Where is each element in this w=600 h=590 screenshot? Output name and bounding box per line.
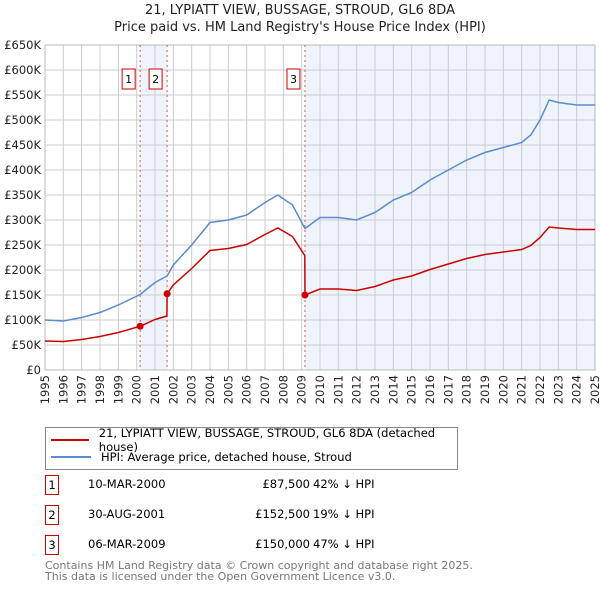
x-tick-label: 2023 [551, 375, 565, 404]
x-tick-label: 2012 [350, 375, 364, 404]
legend-red-swatch [51, 439, 89, 441]
legend-hpi: HPI: Average price, detached house, Stro… [101, 450, 352, 464]
sale-marker: 3 [45, 535, 59, 555]
x-tick-label: 1998 [93, 375, 107, 404]
y-tick-label: £150K [4, 288, 41, 302]
y-tick-label: £550K [4, 88, 41, 102]
x-tick-label: 2018 [460, 375, 474, 404]
price-chart: 1995 1996 1997 1998 1999 2000 2001 2002 2003 2004… [4, 38, 600, 404]
x-tick-label: 2024 [570, 375, 584, 404]
sale-row: 2 30-AUG-2001 £152,500 19% ↓ HPI [45, 505, 445, 525]
sale-marker: 2 [45, 505, 59, 525]
sale-point [163, 290, 171, 298]
x-tick-label: 2022 [533, 375, 547, 404]
sale-label-box [286, 68, 301, 90]
x-tick-label: 2008 [276, 375, 290, 404]
sale-row: 3 06-MAR-2009 £150,000 47% ↓ HPI [45, 535, 445, 555]
x-tick-label: 2000 [130, 375, 144, 404]
sale-label-box [148, 68, 163, 90]
x-tick-label: 2019 [478, 375, 492, 404]
legend-property: 21, LYPIATT VIEW, BUSSAGE, STROUD, GL6 8… [98, 426, 436, 454]
y-tick-label: £50K [12, 338, 42, 352]
footer-line1: Contains HM Land Registry data © Crown c… [45, 559, 473, 572]
x-tick-label: 2005 [221, 375, 235, 404]
y-tick-label: £450K [4, 138, 41, 152]
x-tick-label: 2020 [496, 375, 510, 404]
y-tick-label: £650K [4, 38, 41, 52]
sale-label: 2 [152, 73, 159, 86]
x-tick-label: 2011 [331, 375, 345, 404]
x-tick-label: 1996 [56, 375, 70, 404]
x-tick-label: 2006 [240, 375, 254, 404]
x-tick-label: 1999 [111, 375, 125, 404]
sale-price: £152,500 [255, 507, 310, 521]
sale-date: 10-MAR-2000 [88, 477, 166, 491]
sale-label: 1 [125, 73, 132, 86]
x-tick-label: 2010 [313, 375, 327, 404]
sale-label-box [121, 68, 136, 90]
sale-price: £150,000 [255, 537, 310, 551]
y-tick-label: £400K [4, 163, 41, 177]
x-tick-label: 2016 [423, 375, 437, 404]
x-tick-label: 2002 [166, 375, 180, 404]
x-tick-label: 2004 [203, 375, 217, 404]
y-tick-label: £250K [4, 238, 41, 252]
y-tick-label: £600K [4, 63, 41, 77]
x-tick-label: 2009 [295, 375, 309, 404]
y-tick-label: £100K [4, 313, 41, 327]
legend: 21, LYPIATT VIEW, BUSSAGE, STROUD, GL6 8… [45, 426, 458, 470]
sale-label: 3 [290, 73, 297, 86]
y-tick-label: £300K [4, 213, 41, 227]
sale-hpi-diff: 42% ↓ HPI [313, 477, 375, 491]
x-tick-label: 2015 [405, 375, 419, 404]
x-tick-label: 2014 [386, 375, 400, 404]
footer-line2: This data is licensed under the Open Gov… [45, 570, 396, 583]
shaded-period [304, 45, 595, 370]
sale-hpi-diff: 19% ↓ HPI [313, 507, 375, 521]
sale-date: 30-AUG-2001 [88, 507, 166, 521]
sale-row: 1 10-MAR-2000 £87,500 42% ↓ HPI [45, 475, 445, 495]
chart-title: 21, LYPIATT VIEW, BUSSAGE, STROUD, GL6 8… [145, 3, 455, 18]
y-tick-label: £200K [4, 263, 41, 277]
x-tick-label: 2025 [588, 375, 600, 404]
sale-marker: 1 [45, 475, 59, 495]
x-tick-label: 2013 [368, 375, 382, 404]
hpi-line [44, 99, 595, 322]
y-tick-label: £350K [4, 188, 41, 202]
sale-point [301, 291, 309, 299]
x-tick-label: 1995 [38, 375, 52, 404]
sale-price: £87,500 [262, 477, 310, 491]
y-tick-label: £500K [4, 113, 41, 127]
x-tick-label: 1997 [75, 375, 89, 404]
y-tick-label: £0 [26, 363, 41, 377]
sale-hpi-diff: 47% ↓ HPI [313, 537, 375, 551]
plot-frame [44, 44, 596, 371]
footer: Contains HM Land Registry data © Crown c… [45, 560, 473, 582]
chart-subtitle: Price paid vs. HM Land Registry's House … [114, 20, 486, 35]
x-tick-label: 2001 [148, 375, 162, 404]
x-tick-label: 2007 [258, 375, 272, 404]
x-tick-label: 2021 [515, 375, 529, 404]
legend-blue-swatch [51, 456, 91, 458]
sale-point [136, 322, 144, 330]
sale-date: 06-MAR-2009 [88, 537, 166, 551]
shaded-period [140, 45, 168, 370]
x-tick-label: 2003 [185, 375, 199, 404]
x-tick-label: 2017 [441, 375, 455, 404]
